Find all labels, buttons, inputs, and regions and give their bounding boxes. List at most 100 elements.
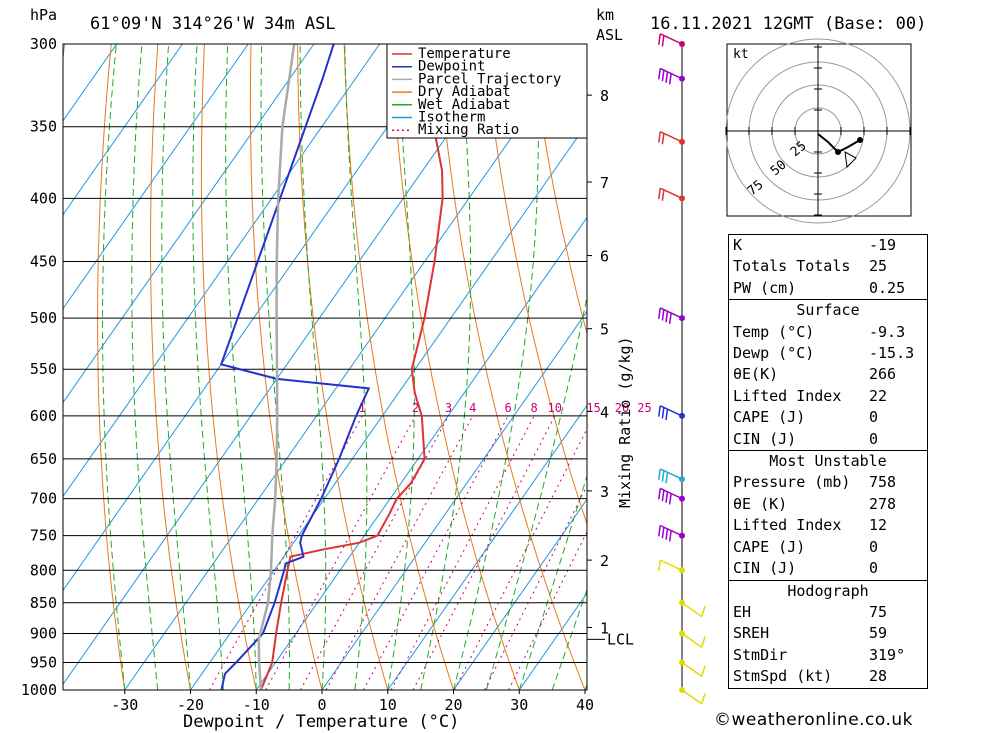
index-label: EH [733,602,752,621]
mixing-ratio-line [325,415,474,690]
wind-barb-feather [661,70,665,82]
wind-barb [658,524,683,542]
km-tick-label: 3 [600,483,609,501]
km-tick-label: 1 [600,619,609,637]
km-tick-label: 2 [600,552,609,570]
wind-barb-feather [658,525,661,537]
index-value: 319° [869,645,906,664]
legend-entry: Dry Adiabat [418,84,511,100]
index-row: Totals Totals 25 [729,256,927,277]
dry-adiabat [97,44,126,690]
wind-barb-feather [661,407,665,419]
km-tick-label: 5 [600,321,609,339]
wind-barb-feather [668,493,672,505]
index-label: K [733,236,743,254]
index-row: CAPE (J) 0 [729,537,927,558]
wind-barb [681,661,706,677]
pressure-tick-label: 700 [30,490,57,508]
index-label: Totals Totals [733,257,851,276]
dry-adiabat [0,7,24,690]
mixing-ratio-label: 10 [548,401,562,415]
mixing-ratio-line [390,415,535,690]
index-label: CAPE (J) [733,408,806,427]
wind-barb [658,131,683,145]
wet-adiabat [387,44,415,690]
wind-barb-feather [658,488,661,500]
wind-barb-feather [665,409,669,421]
isotherm [190,122,587,690]
wind-barb-feather [658,68,661,80]
index-value: 0 [869,429,879,448]
wind-barb-feather [661,133,665,145]
credit-link[interactable]: ©weatheronline.co.uk [714,710,914,730]
km-tick-label: 6 [600,248,609,266]
isotherm [63,44,118,122]
parcel-trajectory-line [257,44,296,690]
index-value: 75 [869,602,888,621]
index-value: 12 [869,516,888,535]
index-value: 266 [869,365,897,384]
wind-barb-feather [668,312,672,325]
indices-panel: K -19 Totals Totals 25 PW (cm) 0.25 Surface T… [728,234,928,689]
pressure-tick-label: 850 [30,594,57,612]
dry-adiabat [200,44,257,690]
wind-barb [658,559,683,572]
index-value: 0 [869,408,879,427]
km-tick-label: 4 [600,403,609,421]
mixing-ratio-label: 3 [445,401,452,415]
index-label: CIN (J) [733,429,797,448]
isotherm [321,310,587,690]
pressure-tick-label: 750 [30,527,57,545]
pressure-tick-label: 1000 [21,681,57,699]
wind-barb-feather [661,470,665,482]
mixing-ratio-line [265,415,416,690]
isotherm [255,216,587,690]
wind-barb-staff [659,559,683,571]
isotherm [63,44,315,404]
wind-barb [681,602,706,618]
hodograph-point [857,137,863,143]
wind-barb-feather [661,189,665,201]
lcl-label: LCL [607,630,634,648]
wind-barb [658,187,683,201]
index-label: StmDir [733,645,788,664]
wind-barb-feather [661,35,665,47]
pressure-gridlines [63,43,587,691]
x-axis-label: Dewpoint / Temperature (°C) [183,712,459,732]
wind-barb [658,405,683,421]
wind-barb-feather [668,73,672,85]
temperature-tick-label: -30 [111,696,138,714]
index-row: CAPE (J) 0 [729,407,927,428]
legend-entry: Temperature [418,46,511,62]
mixing-ratio-label: 6 [504,401,511,415]
wind-barb-feather [700,665,706,677]
mixing-ratio-label: 4 [469,401,476,415]
pressure-tick-label: 500 [30,309,57,327]
index-value: -19 [869,236,897,254]
index-row: StmDir 319° [729,645,927,666]
wind-barb [658,468,683,484]
most-unstable-section: Most Unstable Pressure (mb) 758 θE (K) 278 L… [729,450,927,579]
index-row: θE(K) 266 [729,364,927,385]
wind-barb-feather [661,527,665,539]
index-row: StmSpd (kt) 28 [729,666,927,687]
index-row: CIN (J) 0 [729,558,927,579]
wind-barb [681,632,706,648]
wind-barb-staff [681,689,703,705]
isotherm [387,404,587,690]
isotherm [453,498,587,690]
wind-barb-feather [658,560,661,572]
legend-entry: Mixing Ratio [418,122,519,138]
pressure-tick-label: 300 [30,35,57,53]
km-tick-label: 8 [600,87,609,105]
wind-barb-feather [665,491,669,503]
index-label: θE(K) [733,365,779,384]
wet-adiabat [344,44,368,690]
index-value: 758 [869,473,897,492]
index-value: 28 [869,667,888,686]
index-value: 0 [869,537,879,556]
location-label: 61°09'N 314°26'W 34m ASL [90,14,336,34]
wet-adiabat [485,294,587,690]
index-row: CIN (J) 0 [729,429,927,450]
